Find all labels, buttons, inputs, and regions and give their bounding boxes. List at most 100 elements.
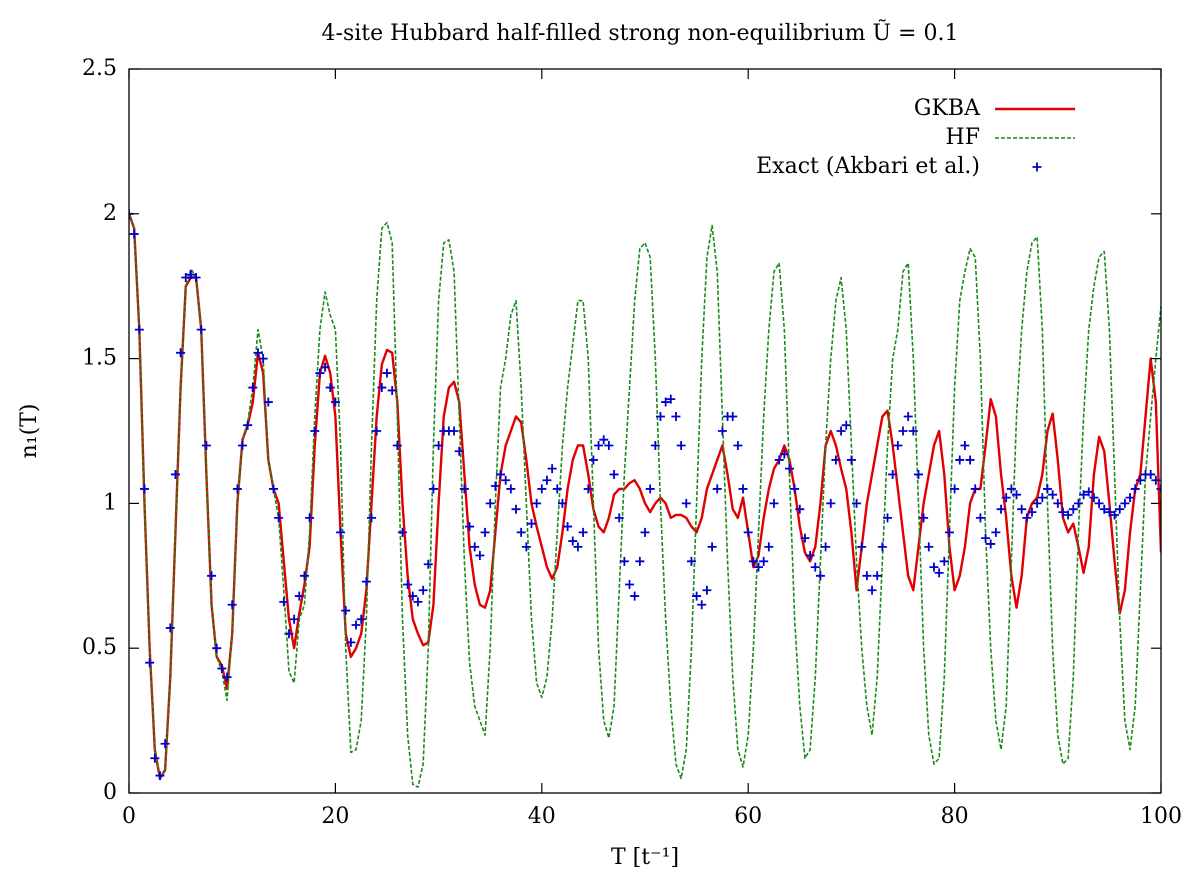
data-point	[784, 464, 794, 474]
data-point	[841, 420, 851, 430]
data-point	[1151, 475, 1161, 485]
data-point	[950, 484, 960, 494]
data-point	[1053, 498, 1063, 508]
data-point	[382, 368, 392, 378]
data-point	[898, 426, 908, 436]
data-point	[568, 536, 578, 546]
data-point	[573, 542, 583, 552]
data-point	[929, 562, 939, 572]
x-tick-label: 60	[734, 804, 762, 829]
data-point	[563, 522, 573, 532]
data-point	[289, 614, 299, 624]
x-tick-label: 20	[321, 804, 349, 829]
data-point	[320, 362, 330, 372]
data-point	[630, 591, 640, 601]
data-point	[619, 556, 629, 566]
data-point	[305, 513, 315, 523]
data-point	[248, 383, 258, 393]
data-point	[924, 542, 934, 552]
data-point	[526, 519, 536, 529]
series-line	[129, 213, 1161, 789]
data-point	[1094, 498, 1104, 508]
data-point	[965, 455, 975, 465]
data-point	[330, 397, 340, 407]
data-point	[258, 354, 268, 364]
data-point	[263, 397, 273, 407]
data-point	[155, 771, 165, 781]
data-point	[1084, 487, 1094, 497]
data-point	[583, 484, 593, 494]
data-point	[511, 504, 521, 514]
data-point	[800, 533, 810, 543]
data-point	[774, 455, 784, 465]
data-point	[423, 559, 433, 569]
data-point	[645, 484, 655, 494]
legend-label: Exact (Akbari et al.)	[756, 154, 980, 179]
data-point	[671, 412, 681, 422]
data-point	[1089, 493, 1099, 503]
data-point	[1079, 490, 1089, 500]
data-point	[599, 435, 609, 445]
data-point	[1042, 484, 1052, 494]
data-point	[661, 397, 671, 407]
data-point	[325, 383, 335, 393]
data-point	[315, 368, 325, 378]
legend-label: HF	[946, 125, 980, 150]
data-point	[1068, 504, 1078, 514]
data-point	[759, 556, 769, 566]
data-point	[408, 591, 418, 601]
data-point	[635, 556, 645, 566]
data-point	[377, 383, 387, 393]
data-point	[826, 498, 836, 508]
data-point	[284, 629, 294, 639]
data-point	[1110, 510, 1120, 520]
data-point	[1073, 498, 1083, 508]
data-point	[692, 591, 702, 601]
data-point	[222, 672, 232, 682]
data-point	[728, 412, 738, 422]
data-point	[815, 571, 825, 581]
data-point	[738, 484, 748, 494]
data-point	[1130, 484, 1140, 494]
plot-area	[129, 209, 1161, 789]
data-point	[392, 440, 402, 450]
data-point	[134, 325, 144, 335]
data-point	[212, 643, 222, 653]
data-point	[459, 484, 469, 494]
data-point	[1115, 504, 1125, 514]
data-point	[821, 542, 831, 552]
data-point	[201, 440, 211, 450]
data-point	[857, 542, 867, 552]
data-point	[480, 527, 490, 537]
x-tick-label: 100	[1140, 804, 1182, 829]
data-point	[238, 440, 248, 450]
data-point	[604, 440, 614, 450]
data-point	[614, 513, 624, 523]
x-tick-label: 80	[941, 804, 969, 829]
data-point	[883, 513, 893, 523]
data-point	[336, 527, 346, 537]
data-point	[165, 623, 175, 633]
data-point	[454, 446, 464, 456]
data-point	[733, 440, 743, 450]
data-point	[960, 440, 970, 450]
y-tick-label: 1.5	[82, 346, 117, 371]
data-point	[748, 556, 758, 566]
data-point	[243, 420, 253, 430]
data-point	[852, 498, 862, 508]
data-point	[676, 440, 686, 450]
data-point	[862, 571, 872, 581]
data-point	[1006, 484, 1016, 494]
data-point	[145, 658, 155, 668]
data-point	[310, 426, 320, 436]
data-point	[356, 614, 366, 624]
data-point	[877, 542, 887, 552]
data-point	[470, 542, 480, 552]
data-point	[139, 484, 149, 494]
data-point	[351, 620, 361, 630]
data-point	[1048, 490, 1058, 500]
data-point	[578, 527, 588, 537]
y-tick-label: 2	[103, 201, 117, 226]
data-point	[129, 229, 139, 239]
